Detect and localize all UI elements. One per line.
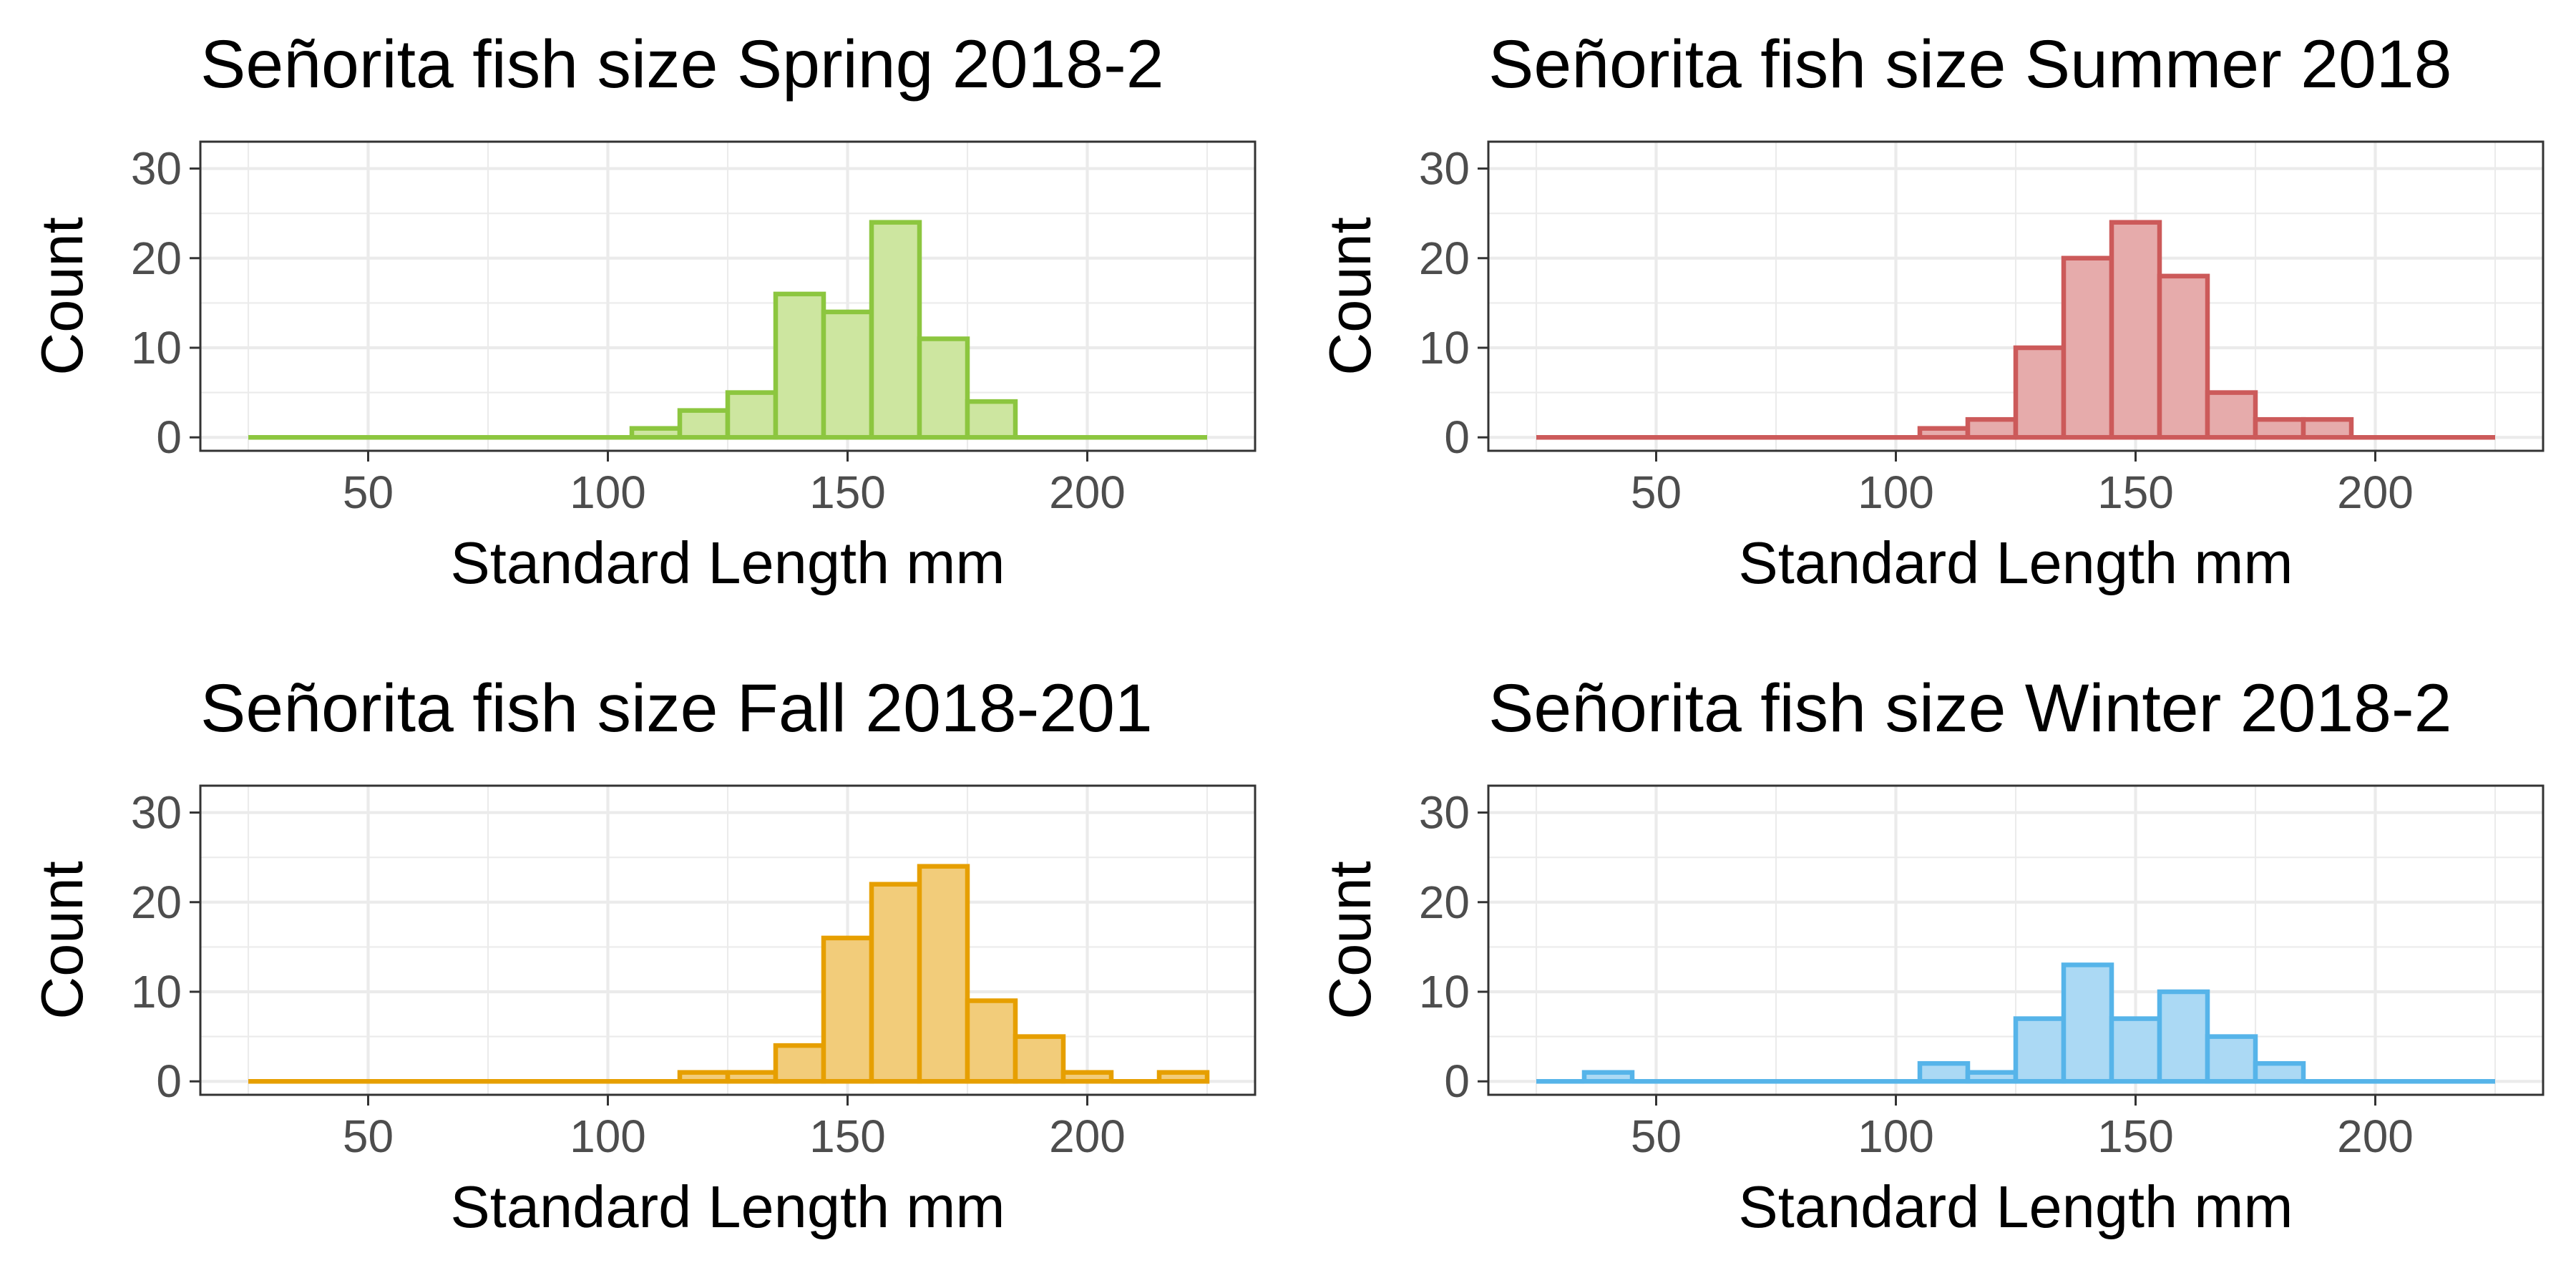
y-tick-label: 0 [156, 411, 182, 463]
histogram-panel-summer: 0 10 20 30 50 100 150 200 Standard Length mm Coun… [1317, 26, 2545, 596]
histogram-bar [629, 426, 683, 440]
x-tick-label: 100 [570, 1111, 646, 1162]
histogram-panel-spring: 0 10 20 30 50 100 150 200 Standard Length mm Coun… [29, 26, 1257, 596]
y-axis-title: Count [29, 861, 95, 1019]
x-tick-label: 50 [343, 1111, 394, 1162]
histogram-bar [725, 1070, 779, 1084]
x-axis-title: Standard Length mm [450, 530, 1005, 596]
histogram-bar [965, 998, 1018, 1084]
histogram-bar [2109, 1016, 2162, 1084]
histogram-bar [677, 1070, 731, 1084]
y-tick-label: 0 [1444, 1055, 1470, 1107]
histogram-bar [1917, 426, 1971, 440]
x-tick-label: 100 [1858, 1111, 1934, 1162]
histogram-series-spring [248, 220, 1207, 440]
y-tick-label: 30 [1419, 143, 1470, 195]
y-tick-label: 0 [1444, 411, 1470, 463]
histogram-bar [821, 309, 874, 440]
histogram-bar [869, 220, 922, 440]
histogram-bar [2061, 255, 2114, 440]
histogram-bar [2301, 416, 2354, 440]
histogram-bar [725, 390, 779, 440]
x-tick-label: 150 [809, 467, 886, 518]
histogram-bar [1965, 416, 2019, 440]
x-axis-title: Standard Length mm [450, 1174, 1005, 1240]
histogram-bar [2013, 1016, 2067, 1084]
panel-border [199, 140, 1257, 452]
y-tick-label: 10 [131, 322, 182, 374]
y-tick-label: 10 [131, 966, 182, 1018]
x-tick-label: 150 [2097, 467, 2174, 518]
y-tick-label: 10 [1419, 322, 1470, 374]
histogram-bar [869, 882, 922, 1084]
histogram-bar [1013, 1034, 1066, 1084]
y-tick-label: 0 [156, 1055, 182, 1107]
histogram-bar [2253, 416, 2306, 440]
histogram-bar [917, 864, 970, 1084]
y-tick-label: 20 [131, 233, 182, 284]
y-tick-label: 10 [1419, 966, 1470, 1018]
histogram-bar [965, 399, 1018, 440]
histogram-panel-winter: 0 10 20 30 50 100 150 200 Standard Length mm Coun… [1317, 670, 2545, 1240]
x-tick-label: 200 [1049, 1111, 1126, 1162]
y-tick-label: 20 [1419, 877, 1470, 928]
histogram-bar [2013, 345, 2067, 440]
y-axis-title: Count [1317, 217, 1383, 375]
histogram-bar [2061, 962, 2114, 1084]
histogram-bar [2205, 1034, 2258, 1084]
y-tick-label: 30 [131, 787, 182, 839]
x-tick-label: 50 [1631, 1111, 1682, 1162]
histogram-bar [677, 408, 731, 440]
x-tick-label: 200 [1049, 467, 1126, 518]
x-tick-label: 150 [809, 1111, 886, 1162]
x-tick-label: 50 [343, 467, 394, 518]
histogram-bar [1156, 1070, 1210, 1084]
histogram-bar [2157, 273, 2210, 440]
histogram-bar [1060, 1070, 1114, 1084]
histogram-series-summer [1536, 220, 2495, 440]
histogram-bar [917, 336, 970, 440]
histogram-panel-fall: 0 10 20 30 50 100 150 200 Standard Length mm Coun… [29, 670, 1257, 1240]
y-tick-label: 30 [131, 143, 182, 195]
panel-border [1487, 784, 2545, 1096]
x-tick-label: 50 [1631, 467, 1682, 518]
x-axis-title: Standard Length mm [1738, 530, 2293, 596]
panel-title: Señorita fish size Winter 2018-2 [1488, 670, 2451, 746]
histogram-bar [1917, 1060, 1971, 1084]
x-tick-label: 200 [2337, 1111, 2414, 1162]
y-axis-title: Count [29, 217, 95, 375]
histogram-bar [1581, 1070, 1635, 1084]
y-axis-title: Count [1317, 861, 1383, 1019]
histogram-bar [821, 935, 874, 1084]
panel-title: Señorita fish size Fall 2018-201 [200, 670, 1153, 746]
histogram-bar [2109, 220, 2162, 440]
panel-title: Señorita fish size Summer 2018 [1488, 26, 2451, 102]
panel-title: Señorita fish size Spring 2018-2 [200, 26, 1164, 102]
x-tick-label: 150 [2097, 1111, 2174, 1162]
y-tick-label: 20 [1419, 233, 1470, 284]
histogram-series-fall [248, 864, 1210, 1084]
x-tick-label: 100 [570, 467, 646, 518]
y-tick-label: 30 [1419, 787, 1470, 839]
histogram-bar [773, 291, 826, 440]
x-tick-label: 100 [1858, 467, 1934, 518]
histogram-bar [2205, 390, 2258, 440]
x-axis-title: Standard Length mm [1738, 1174, 2293, 1240]
y-tick-label: 20 [131, 877, 182, 928]
histogram-bar [1965, 1070, 2019, 1084]
panel-border [1487, 140, 2545, 452]
histogram-bar [2253, 1060, 2306, 1084]
histogram-series-winter [1536, 962, 2495, 1084]
histogram-bar [2157, 989, 2210, 1084]
histogram-bar [773, 1043, 826, 1084]
x-tick-label: 200 [2337, 467, 2414, 518]
panel-border [199, 784, 1257, 1096]
